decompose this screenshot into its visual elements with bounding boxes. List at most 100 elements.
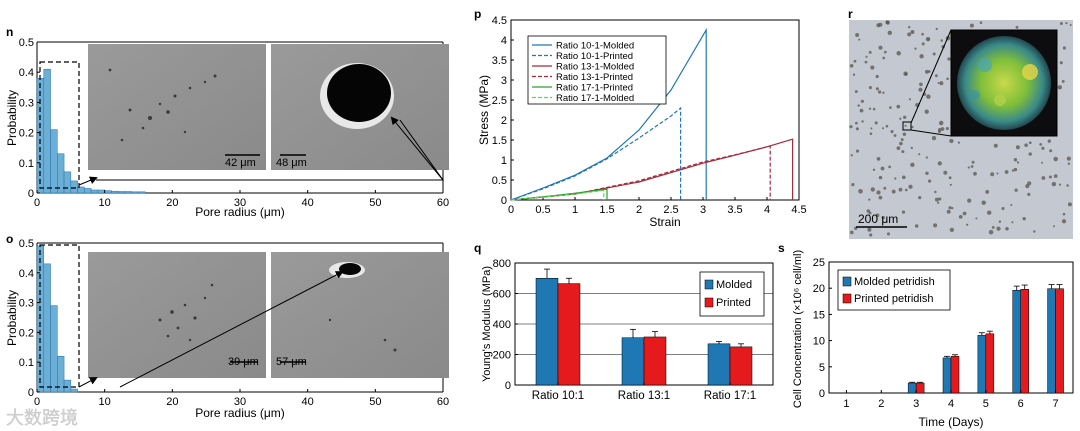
r-cell-dot-14	[883, 186, 887, 190]
n-bar-10	[104, 190, 112, 194]
p-xtick-label-3: 1.5	[599, 204, 614, 216]
r-cell-dot-118	[850, 154, 853, 157]
p-ytick-label-4: 2	[501, 115, 507, 127]
r-cell-dot-13	[900, 138, 904, 142]
o-x-label: Pore radius (μm)	[195, 406, 285, 420]
r-cell-dot-150	[867, 227, 872, 232]
s-legend-label-0: Molded petridish	[854, 276, 935, 288]
n-x-label: Pore radius (μm)	[195, 205, 285, 219]
q-bars	[535, 268, 753, 386]
n-ytick-label-1: 0.1	[19, 158, 34, 170]
o-y-ticks: 0 0.1 0.2 0.3 0.4 0.5	[19, 238, 40, 399]
n-xtick-label-0: 0	[34, 197, 40, 209]
o-right-scale-text: 57 μm	[276, 356, 307, 368]
o-ytick-label-4: 0.4	[19, 268, 34, 280]
r-cell-dot-18	[1016, 161, 1020, 164]
r-cell-dot-198	[881, 215, 885, 220]
r-cell-dot-167	[899, 141, 903, 146]
r-cell-dot-24	[946, 77, 949, 81]
r-cell-dot-159	[849, 230, 854, 235]
p-xtick-label-4: 2	[636, 204, 642, 216]
r-cell-dot-193	[865, 55, 868, 58]
r-cell-dot-248	[938, 197, 942, 201]
panel-label-o: o	[6, 232, 13, 246]
r-cell-dot-38	[1004, 170, 1009, 174]
r-cell-dot-87	[1010, 203, 1013, 207]
p-series-line-0	[510, 27, 707, 201]
s-ytick-label-2: 10	[813, 336, 825, 348]
s-bar-0-3	[942, 357, 952, 394]
n-sem-image-left	[88, 44, 266, 170]
r-cell-dot-43	[881, 127, 885, 130]
r-cell-dot-234	[1053, 156, 1058, 162]
n-bar-3	[57, 153, 65, 194]
p-series-line-1	[510, 106, 682, 201]
s-bar-0-2	[907, 382, 917, 394]
panel-p: p 0 0.5 1 1.5 2 2.5 3 3.5 4 4.5 0 0.5 1 1.5 2 2.5 3 3.5 4…	[474, 7, 807, 229]
o-ytick-label-3: 0.3	[19, 298, 34, 310]
s-bar-1-6	[1055, 288, 1064, 394]
s-ytick-label-4: 20	[813, 283, 825, 295]
o-ytick-label-1: 0.1	[19, 357, 34, 369]
p-ytick-label-5: 2.5	[492, 95, 507, 107]
r-cell-dot-16	[901, 210, 906, 214]
r-cell-dot-72	[893, 134, 897, 137]
r-cell-dot-138	[904, 188, 908, 192]
r-zoom-line-bottom	[910, 129, 952, 137]
q-bar-1-0	[557, 283, 581, 386]
r-cell-dot-123	[975, 217, 978, 220]
r-cell-dot-165	[853, 59, 857, 63]
p-xtick-label-0: 0	[508, 204, 514, 216]
s-xtick-label-0: 1	[843, 398, 849, 410]
r-cell-dot-134	[921, 42, 925, 46]
q-ytick-label-1: 200	[493, 350, 511, 362]
p-xtick-label-2: 1	[572, 204, 578, 216]
r-cell-dot-117	[849, 125, 853, 129]
r-cell-dot-22	[945, 127, 949, 131]
r-cell-dot-190	[882, 56, 886, 60]
p-xtick-label-8: 4	[764, 204, 770, 216]
panel-n: n 0 0.1 0.2 0.3 0.4 0.5 0 10 20 30 40 50 60 Pore ra…	[5, 25, 449, 219]
r-cell-dot-221	[889, 106, 892, 109]
r-cell-dot-215	[878, 195, 883, 200]
s-xtick-label-4: 5	[983, 398, 989, 410]
o-bar-4	[63, 379, 72, 393]
r-cell-dot-171	[1057, 85, 1062, 90]
p-plot-frame	[510, 19, 800, 201]
r-cell-dot-1	[903, 115, 907, 119]
q-y-ticks: 0 200 400 600 800	[493, 258, 518, 392]
r-cell-dot-110	[926, 94, 931, 99]
n-ytick-label-2: 0.2	[19, 128, 34, 140]
p-xtick-label-6: 3	[700, 204, 706, 216]
n-bar-1	[43, 68, 51, 194]
s-bar-1-4	[985, 333, 995, 394]
s-bar-0-5	[1012, 290, 1021, 394]
r-cell-dot-70	[1067, 162, 1071, 165]
r-cell-dot-255	[855, 121, 858, 125]
p-legend-label-5: Ratio 17-1-Molded	[556, 93, 634, 104]
n-xtick-label-4: 40	[302, 197, 314, 209]
n-xtick-label-1: 10	[99, 197, 111, 209]
r-cell-dot-259	[910, 30, 915, 34]
r-cell-dot-218	[1047, 139, 1051, 143]
n-bar-11	[111, 190, 119, 194]
r-cell-spots	[970, 58, 1038, 106]
s-x-label: Time (Days)	[919, 415, 984, 429]
r-cell-dot-158	[869, 132, 873, 136]
s-x-ticks: 1 2 3 4 5 6 7	[843, 390, 1059, 410]
n-ytick-label-3: 0.3	[19, 97, 34, 109]
n-xtick-label-2: 20	[166, 197, 178, 209]
r-cell-dot-170	[973, 171, 977, 176]
q-legend-label-1: Printed	[716, 297, 751, 309]
r-cell-dot-212	[1027, 192, 1031, 197]
r-cell-dot-56	[855, 149, 860, 153]
o-xtick-label-3: 30	[234, 396, 246, 408]
r-cell-dot-108	[868, 211, 872, 215]
n-bar-4	[63, 171, 72, 194]
s-y-ticks: 0 5 10 15 20 25	[813, 257, 832, 400]
r-cell-dot-185	[1013, 167, 1018, 172]
r-cell-dot-79	[924, 109, 929, 114]
n-xtick-label-6: 60	[437, 197, 449, 209]
r-cell-dot-55	[864, 60, 868, 64]
r-cell-dot-29	[854, 90, 858, 94]
